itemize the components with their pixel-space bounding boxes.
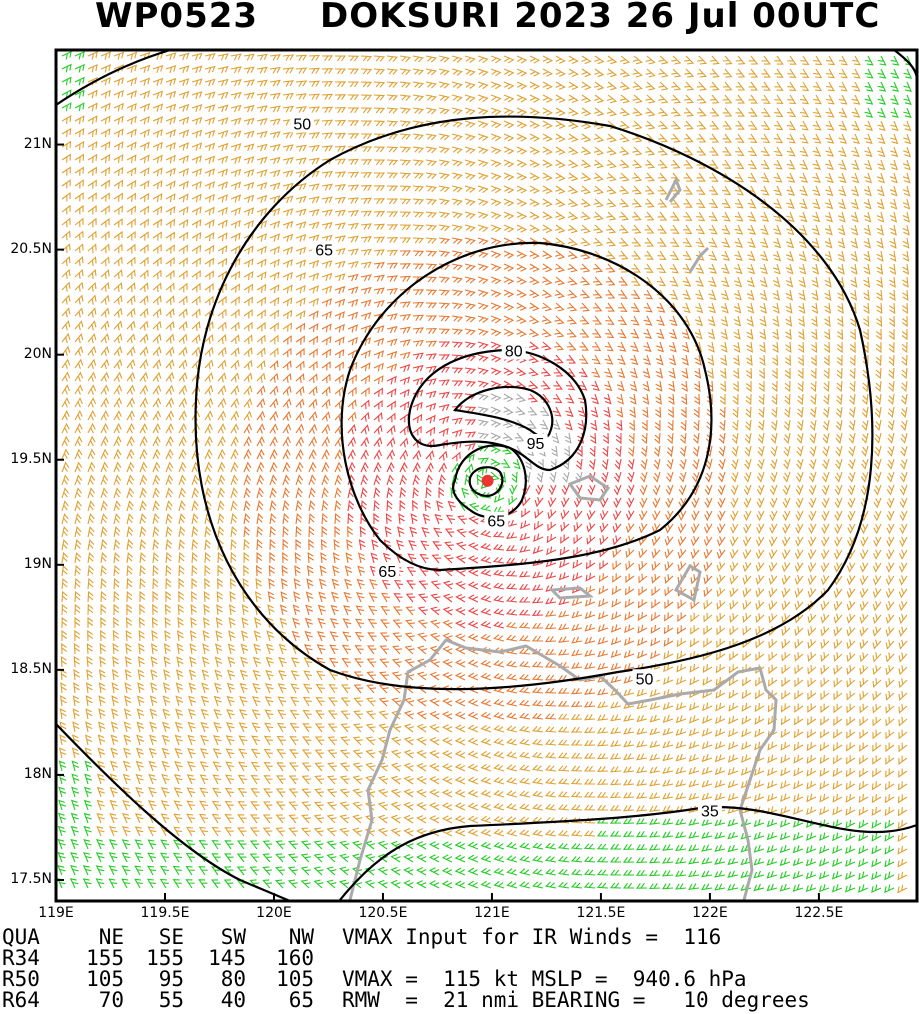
table-row-r34-se: 155	[146, 946, 184, 970]
lat-label: 20.5N	[10, 240, 52, 257]
contour-35-north	[56, 50, 917, 106]
contour-95	[453, 385, 554, 439]
table-row-r64-se: 55	[158, 988, 184, 1012]
table-row-r50-ne: 105	[86, 967, 124, 991]
lon-label: 119.5E	[140, 905, 190, 921]
table-row-r50-sw: 80	[220, 967, 246, 991]
table-row-r34-nw: 160	[276, 946, 314, 970]
contour-label-bg	[632, 669, 657, 688]
itbayat-island	[664, 176, 682, 203]
babuyan-island-2	[673, 563, 702, 603]
vmax-mslp-text: VMAX = 115 kt MSLP = 940.6 hPa	[342, 967, 747, 991]
contour-label: 35	[701, 804, 719, 821]
table-row-r64-sw: 40	[220, 988, 246, 1012]
lat-label: 17.5N	[10, 870, 52, 887]
map-frame	[54, 48, 919, 903]
contour-label: 50	[293, 117, 311, 134]
contour-35-south	[56, 723, 917, 901]
contour-label-bg	[501, 341, 526, 360]
lon-label: 119E	[38, 905, 74, 921]
contour-label-bg	[312, 240, 337, 259]
table-header-sw: SW	[220, 925, 246, 949]
contour-eye	[468, 466, 504, 498]
contour-label: 65	[378, 564, 396, 581]
table-row-r34-label: R34	[2, 946, 40, 970]
lon-label: 120.5E	[358, 905, 408, 921]
contour-65-inner	[452, 444, 527, 519]
babuyan-island-3	[567, 474, 611, 502]
rmw-bearing-text: RMW = 21 nmi BEARING = 10 degrees	[342, 988, 810, 1012]
contour-label: 50	[636, 671, 654, 688]
table-header-nw: NW	[288, 925, 314, 949]
contour-label-bg	[484, 511, 509, 530]
table-row-r64-nw: 65	[288, 988, 314, 1012]
table-row-r50-se: 95	[158, 967, 184, 991]
contour-label: 80	[505, 343, 523, 360]
table-header-qua: QUA	[2, 925, 40, 949]
lon-label: 121E	[474, 905, 510, 921]
contour-label: 95	[527, 436, 545, 453]
storm-id-title: WP0523	[95, 0, 259, 36]
lat-label: 20N	[23, 345, 52, 362]
contour-label-bg	[375, 562, 400, 581]
table-row-r50-label: R50	[2, 967, 40, 991]
contour-label: 65	[315, 243, 333, 260]
contour-label: 65	[487, 514, 505, 531]
contour-labels: 50 65 80 95 65 65 50 35	[290, 114, 722, 821]
lat-label: 19.5N	[10, 450, 52, 467]
storm-center-marker	[481, 474, 494, 487]
table-header-ne: NE	[98, 925, 124, 949]
contour-label-bg	[697, 801, 722, 820]
table-row-r64-ne: 70	[98, 988, 124, 1012]
table-row-r34-sw: 145	[208, 946, 246, 970]
table-row-r50-nw: 105	[276, 967, 314, 991]
storm-name-date-title: DOKSURI 2023 26 Jul 00UTC	[320, 0, 881, 36]
babuyan-island-1	[548, 586, 594, 600]
lon-label: 121.5E	[576, 905, 626, 921]
lat-label: 18N	[23, 765, 52, 782]
lon-label: 122E	[692, 905, 728, 921]
lon-label: 122.5E	[794, 905, 844, 921]
vmax-input-text: VMAX Input for IR Winds = 116	[342, 925, 722, 949]
wind-field-map: 50 65 80 95 65 65 50 35	[54, 48, 919, 903]
coastlines	[348, 176, 778, 901]
contour-label-bg	[523, 433, 548, 452]
table-header-se: SE	[158, 925, 184, 949]
table-row-r34-ne: 155	[86, 946, 124, 970]
lat-label: 19N	[23, 555, 52, 572]
contour-65-outer	[340, 241, 713, 572]
luzon-coastline	[348, 638, 778, 901]
contour-label-bg	[290, 114, 315, 133]
lat-label: 21N	[23, 135, 52, 152]
wind-barbs	[57, 50, 913, 894]
batan-island	[688, 246, 710, 273]
lat-label: 18.5N	[10, 660, 52, 677]
wind-speed-contours	[56, 50, 917, 901]
table-row-r64-label: R64	[2, 988, 40, 1012]
contour-50	[194, 115, 874, 691]
lon-label: 120E	[256, 905, 292, 921]
